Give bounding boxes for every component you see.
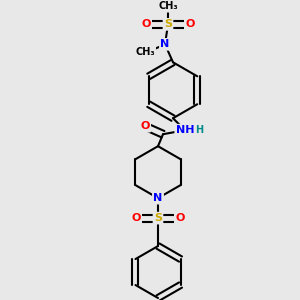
Text: CH₃: CH₃ [158,2,178,11]
Text: N: N [160,39,169,49]
Text: O: O [141,19,151,29]
Text: O: O [185,19,195,29]
Text: O: O [131,213,141,223]
Text: NH: NH [176,125,194,135]
Text: S: S [164,19,172,29]
Text: O: O [140,121,150,131]
Text: O: O [175,213,185,223]
Text: H: H [195,125,203,135]
Text: S: S [154,213,162,223]
Text: CH₃: CH₃ [135,47,155,57]
Text: N: N [153,193,163,203]
